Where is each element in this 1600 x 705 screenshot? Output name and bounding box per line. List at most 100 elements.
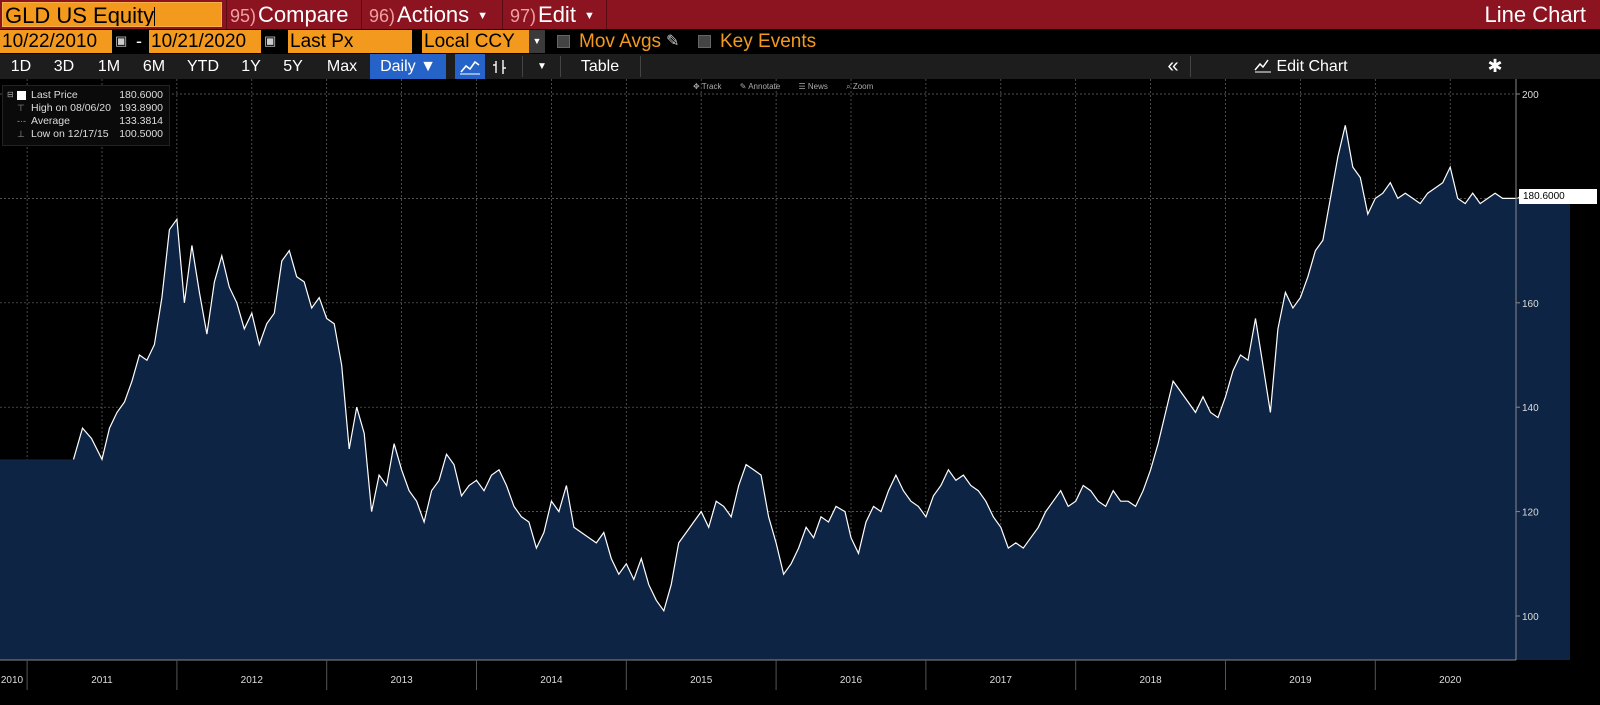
- chevron-down-icon: ▼: [477, 9, 489, 22]
- track-tool[interactable]: ✥ Track: [693, 82, 722, 91]
- news-tool[interactable]: ☰ News: [798, 82, 828, 91]
- low-marker-icon: ⊥: [17, 129, 25, 139]
- start-date-input[interactable]: 10/22/2010: [0, 30, 112, 53]
- period-1d[interactable]: 1D: [10, 58, 32, 75]
- pencil-icon[interactable]: ✎: [666, 33, 680, 50]
- period-1y[interactable]: 1Y: [241, 58, 261, 75]
- gear-icon[interactable]: ✱: [1487, 56, 1503, 76]
- price-chart[interactable]: 100120140160180200 201020112012201320142…: [0, 79, 1600, 705]
- zoom-tool[interactable]: ⌕ Zoom: [846, 82, 874, 91]
- legend-value: 133.3814: [119, 115, 163, 127]
- legend-label: Average: [31, 115, 70, 127]
- compare-label: Compare: [258, 2, 349, 27]
- mov-avgs-label: Mov Avgs: [579, 31, 662, 52]
- actions-number: 96): [369, 6, 396, 26]
- actions-button[interactable]: 96)Actions ▼: [369, 0, 488, 29]
- actions-label: Actions: [397, 2, 470, 27]
- edit-chart-label: Edit Chart: [1276, 58, 1348, 75]
- ticker-input[interactable]: GLD US Equity: [2, 2, 222, 27]
- x-tick-label: 2010: [1, 675, 24, 686]
- period-1m[interactable]: 1M: [97, 58, 121, 75]
- x-tick-label: 2016: [840, 675, 863, 686]
- legend-value: 180.6000: [119, 89, 163, 101]
- zoom-tool-label: Zoom: [852, 82, 874, 91]
- y-tick-label: 100: [1522, 612, 1539, 623]
- x-tick-label: 2020: [1439, 675, 1462, 686]
- series-swatch: [17, 91, 26, 100]
- period-toolbar: 1D 3D 1M 6M YTD 1Y 5Y Max Daily ▼ ▼ Tabl…: [0, 54, 1600, 79]
- x-tick-label: 2012: [241, 675, 264, 686]
- price-area: [0, 125, 1570, 661]
- y-tick-label: 120: [1522, 508, 1539, 519]
- legend-value: 100.5000: [119, 128, 163, 140]
- legend-value: 193.8900: [119, 102, 163, 114]
- x-tick-label: 2013: [390, 675, 413, 686]
- compare-button[interactable]: 95)Compare: [230, 0, 349, 29]
- collapse-icon[interactable]: «: [1167, 55, 1179, 77]
- date-bar: 10/22/2010 ▣ - 10/21/2020 ▣ Last Px Loca…: [0, 29, 1600, 54]
- annotate-tool[interactable]: ✎ Annotate: [739, 82, 781, 91]
- chevron-down-icon[interactable]: ▼: [537, 61, 547, 72]
- edit-number: 97): [510, 6, 537, 26]
- period-6m[interactable]: 6M: [142, 58, 166, 75]
- currency-select[interactable]: Local CCY: [422, 30, 530, 53]
- period-ytd[interactable]: YTD: [187, 58, 219, 75]
- header-divider: [502, 0, 503, 29]
- price-line: [72, 125, 1571, 613]
- frequency-select[interactable]: Daily ▼: [370, 54, 446, 79]
- mov-avgs-checkbox[interactable]: [557, 35, 570, 48]
- edit-chart-button[interactable]: Edit Chart: [1254, 54, 1364, 79]
- y-tick-label: 200: [1522, 90, 1539, 101]
- news-tool-label: News: [807, 82, 828, 91]
- x-tick-label: 2015: [690, 675, 713, 686]
- legend-row-high: ⊤ High on 08/06/20 193.8900: [9, 102, 169, 115]
- period-5y[interactable]: 5Y: [283, 58, 303, 75]
- x-tick-label: 2018: [1139, 675, 1162, 686]
- y-tick-label: 160: [1522, 299, 1539, 310]
- x-tick-label: 2019: [1289, 675, 1312, 686]
- table-button[interactable]: Table: [580, 58, 620, 75]
- compare-number: 95): [230, 6, 257, 26]
- y-tick-label: 140: [1522, 403, 1539, 414]
- key-events-checkbox[interactable]: [698, 35, 711, 48]
- average-marker-icon: -·-: [17, 116, 26, 126]
- bar-chart-icon[interactable]: [488, 54, 512, 79]
- mini-toolbar: ✥ Track ✎ Annotate ☰ News ⌕ Zoom: [693, 81, 889, 92]
- triangle-down-icon: ▼: [420, 58, 436, 75]
- annotate-tool-label: Annotate: [748, 82, 781, 91]
- legend-label: Low on 12/17/15: [31, 128, 109, 140]
- chart-legend[interactable]: ⊟ Last Price 180.6000 ⊤ High on 08/06/20…: [2, 85, 170, 146]
- header-divider: [606, 0, 607, 29]
- key-events-label: Key Events: [720, 31, 817, 52]
- track-tool-label: Track: [701, 82, 722, 91]
- x-axis: 2010 2011 2012 2013 2014 2015 2016 2017 2018 2019…: [0, 659, 1516, 690]
- chevron-down-icon[interactable]: ▼: [529, 30, 545, 53]
- legend-row-low: ⊥ Low on 12/17/15 100.5000: [9, 128, 169, 141]
- last-price-tag: 180.6000: [1519, 189, 1597, 204]
- period-max[interactable]: Max: [326, 58, 358, 75]
- line-chart-icon[interactable]: [455, 54, 485, 79]
- legend-row-last-price: ⊟ Last Price 180.6000: [7, 89, 169, 102]
- collapse-icon[interactable]: ⊟: [7, 90, 14, 99]
- header-divider: [361, 0, 362, 29]
- calendar-icon[interactable]: ▣: [115, 33, 128, 48]
- edit-button[interactable]: 97)Edit ▼: [510, 0, 595, 29]
- toolbar-divider: [1190, 56, 1191, 77]
- legend-label: Last Price: [31, 89, 78, 101]
- x-tick-label: 2017: [990, 675, 1013, 686]
- frequency-label: Daily: [380, 58, 416, 75]
- x-tick-label: 2011: [91, 675, 113, 686]
- header-bar: GLD US Equity 95)Compare 96)Actions ▼ 97)…: [0, 0, 1600, 29]
- toolbar-divider: [640, 56, 641, 77]
- header-divider: [226, 0, 227, 29]
- high-marker-icon: ⊤: [17, 103, 25, 113]
- chevron-down-icon: ▼: [583, 9, 595, 22]
- end-date-input[interactable]: 10/21/2020: [149, 30, 261, 53]
- edit-chart-icon: [1254, 59, 1271, 73]
- edit-label: Edit: [538, 2, 576, 27]
- x-tick-label: 2014: [540, 675, 563, 686]
- field-select[interactable]: Last Px: [288, 30, 412, 53]
- calendar-icon[interactable]: ▣: [264, 33, 277, 48]
- period-3d[interactable]: 3D: [53, 58, 75, 75]
- legend-label: High on 08/06/20: [31, 102, 111, 114]
